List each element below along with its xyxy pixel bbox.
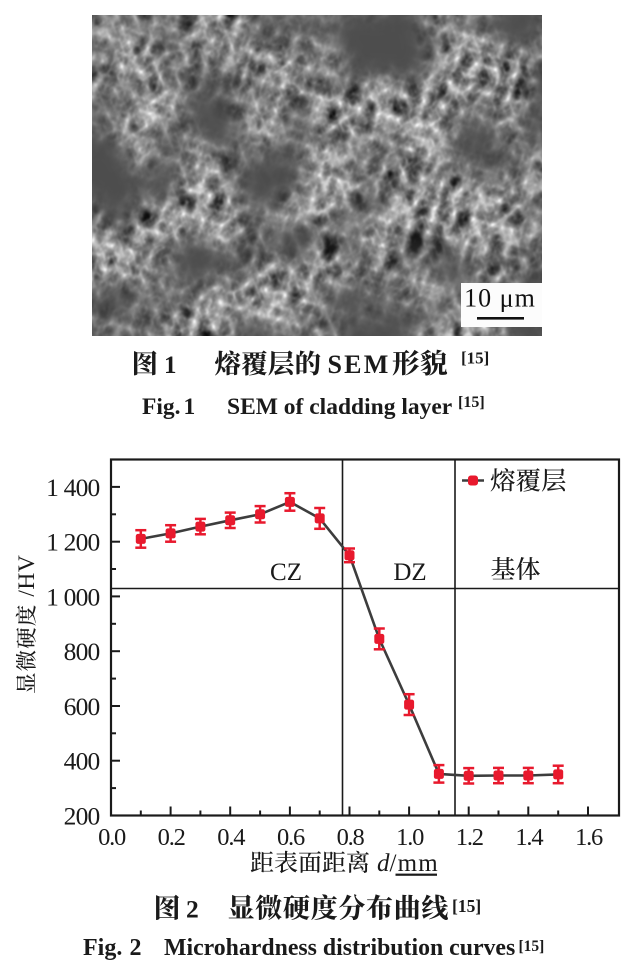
svg-text:1.2: 1.2 <box>456 824 483 851</box>
svg-text:d: d <box>377 850 390 877</box>
svg-text:[15]: [15] <box>458 394 485 411</box>
svg-text:1: 1 <box>164 352 177 379</box>
svg-text:0.8: 0.8 <box>337 824 365 851</box>
svg-text:SEM: SEM <box>328 350 391 379</box>
svg-text:0.4: 0.4 <box>217 824 245 851</box>
svg-text:DZ: DZ <box>393 559 426 586</box>
svg-text:1 000: 1 000 <box>46 582 99 611</box>
svg-text:0.6: 0.6 <box>277 824 305 851</box>
svg-text:[15]: [15] <box>452 896 481 916</box>
svg-text:2: 2 <box>186 895 199 924</box>
svg-text:0.2: 0.2 <box>158 824 185 851</box>
svg-text:Fig.: Fig. <box>83 935 122 961</box>
svg-text:2: 2 <box>130 935 142 961</box>
svg-text:0.0: 0.0 <box>98 824 126 851</box>
svg-text:/HV: /HV <box>14 555 40 597</box>
svg-text:10 μm: 10 μm <box>464 284 536 313</box>
svg-text:1 200: 1 200 <box>46 528 99 557</box>
svg-text:[15]: [15] <box>519 938 545 955</box>
svg-text:Microhardness distribution cur: Microhardness distribution curves <box>164 935 515 961</box>
svg-text:CZ: CZ <box>270 559 302 586</box>
svg-text:1.4: 1.4 <box>515 824 543 851</box>
svg-text:SEM of cladding layer: SEM of cladding layer <box>227 394 452 420</box>
svg-text:600: 600 <box>64 692 100 721</box>
svg-text:200: 200 <box>64 802 100 831</box>
svg-text:1.0: 1.0 <box>396 824 424 851</box>
svg-text:Fig.: Fig. <box>142 394 181 420</box>
svg-text:1.6: 1.6 <box>575 824 603 851</box>
svg-text:[15]: [15] <box>461 349 489 368</box>
svg-text:1 400: 1 400 <box>46 473 99 502</box>
svg-text:/mm: /mm <box>390 850 439 877</box>
svg-text:1: 1 <box>184 394 196 420</box>
svg-text:400: 400 <box>64 747 100 776</box>
svg-text:800: 800 <box>64 637 100 666</box>
